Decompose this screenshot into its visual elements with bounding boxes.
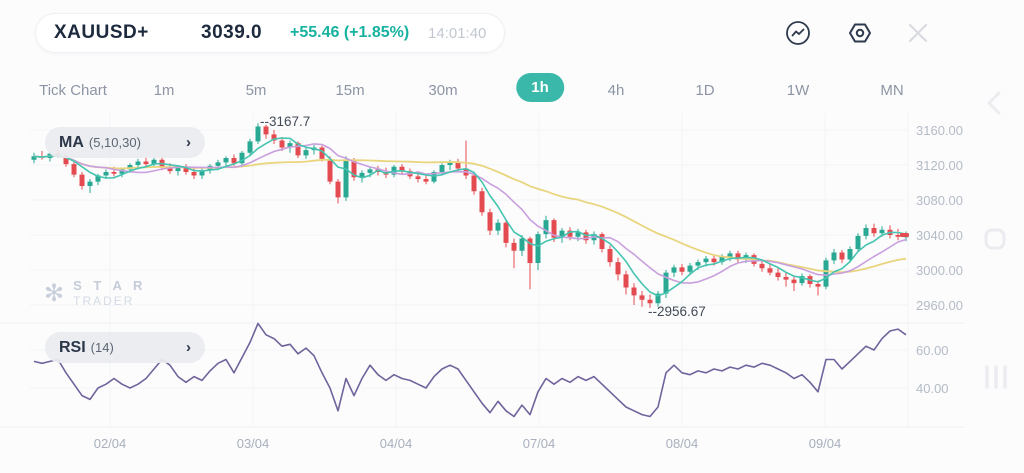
tab-1h[interactable]: 1h xyxy=(516,73,564,102)
nav-back-chevron-icon[interactable] xyxy=(980,88,1010,118)
symbol-name: XAUUSD+ xyxy=(54,22,149,43)
date-tick-label: 07/04 xyxy=(522,436,556,451)
rsi-indicator-pill[interactable]: RSI (14) › xyxy=(45,332,205,363)
high-price-annotation: --3167.7 xyxy=(260,114,311,130)
date-tick-label: 09/04 xyxy=(808,436,842,451)
date-tick-label: 04/04 xyxy=(379,436,413,451)
date-tick-label: 08/04 xyxy=(665,436,699,451)
tab-mn[interactable]: MN xyxy=(880,82,904,99)
price-tick-label: 3080.00 xyxy=(916,193,963,208)
rsi-tick-label: 40.00 xyxy=(916,381,949,396)
quote-header: XAUUSD+ 3039.0 +55.46 (+1.85%) 14:01:40 xyxy=(35,13,505,53)
watermark-line1: S T A R xyxy=(73,278,147,293)
server-time: 14:01:40 xyxy=(428,24,487,42)
tab-tick-chart[interactable]: Tick Chart xyxy=(39,82,107,99)
rsi-tick-label: 60.00 xyxy=(916,343,949,358)
rsi-label: RSI xyxy=(59,338,86,356)
nav-home-icon[interactable] xyxy=(980,224,1010,254)
chevron-right-icon[interactable]: › xyxy=(186,339,191,356)
price-change: +55.46 (+1.85%) xyxy=(290,24,410,41)
price-tick-label: 3000.00 xyxy=(916,263,963,278)
ma-label: MA xyxy=(59,133,84,151)
date-tick-label: 02/04 xyxy=(93,436,127,451)
tab-15m[interactable]: 15m xyxy=(335,82,365,99)
broker-watermark: ✻ S T A R TRADER xyxy=(44,278,146,308)
tab-5m[interactable]: 5m xyxy=(245,82,267,99)
rsi-params: (14) xyxy=(90,340,114,355)
price-tick-label: 3160.00 xyxy=(916,123,963,138)
tab-1w[interactable]: 1W xyxy=(786,82,810,99)
tab-1d[interactable]: 1D xyxy=(695,82,715,99)
price-tick-label: 2960.00 xyxy=(916,298,963,313)
tab-1m[interactable]: 1m xyxy=(153,82,175,99)
star-trader-logo-icon: ✻ xyxy=(44,279,65,307)
date-tick-label: 03/04 xyxy=(236,436,270,451)
ma-indicator-pill[interactable]: MA (5,10,30) › xyxy=(45,127,205,158)
nav-recents-icon[interactable] xyxy=(980,362,1014,392)
trade-activity-icon[interactable] xyxy=(784,19,812,47)
watermark-line2: TRADER xyxy=(73,294,135,308)
chevron-right-icon[interactable]: › xyxy=(186,134,191,151)
ma-params: (5,10,30) xyxy=(88,135,141,150)
price-tick-label: 3040.00 xyxy=(916,228,963,243)
low-price-annotation: --2956.67 xyxy=(648,303,706,319)
price-tick-label: 3120.00 xyxy=(916,158,963,173)
settings-icon[interactable] xyxy=(846,19,874,47)
close-icon[interactable] xyxy=(904,19,932,47)
current-price: 3039.0 xyxy=(201,22,263,43)
tab-4h[interactable]: 4h xyxy=(607,82,625,99)
tab-30m[interactable]: 30m xyxy=(428,82,458,99)
